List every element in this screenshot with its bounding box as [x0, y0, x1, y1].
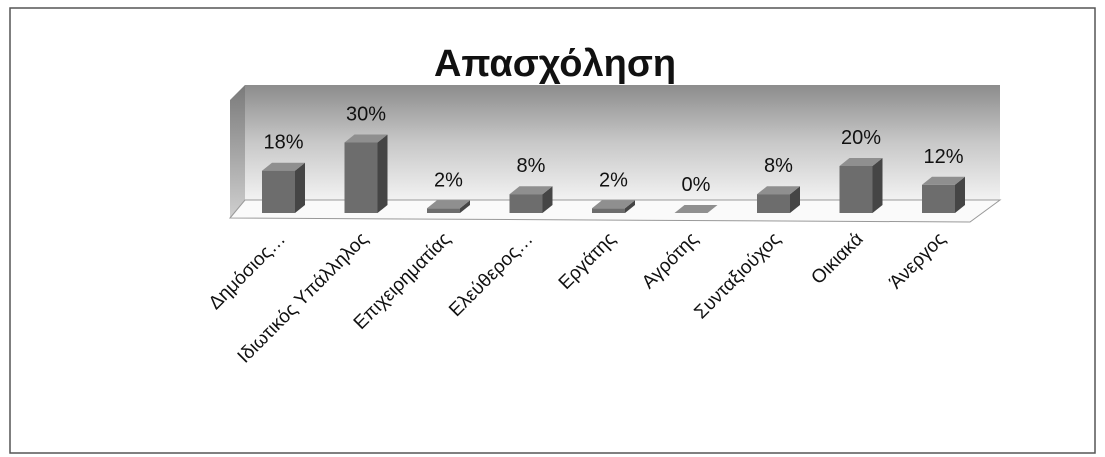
frame: [9, 7, 1096, 454]
data-label: 2%: [599, 169, 628, 191]
bar-top: [839, 158, 883, 166]
bar-side: [625, 200, 635, 213]
bar: [922, 184, 955, 213]
bar-top: [344, 134, 388, 143]
bar-side: [377, 134, 388, 213]
data-label: 20%: [841, 127, 881, 149]
bar-top: [592, 200, 635, 209]
side-wall: [230, 85, 245, 218]
data-label: 0%: [682, 174, 711, 196]
data-label: 2%: [434, 169, 463, 191]
back-wall: [245, 85, 1000, 200]
bar-top: [262, 162, 305, 171]
bar: [839, 166, 873, 213]
bar: [509, 194, 543, 213]
data-label: 8%: [517, 155, 546, 177]
bar: [427, 208, 460, 213]
data-label: 8%: [764, 155, 793, 177]
data-label: 30%: [346, 104, 386, 126]
bar-side: [790, 186, 800, 213]
bar: [592, 208, 625, 213]
data-label: 12%: [923, 146, 963, 168]
bar-side: [542, 186, 553, 213]
data-label: 18%: [263, 132, 303, 154]
bar-side: [955, 176, 965, 213]
bar: [344, 142, 378, 213]
bar-top: [509, 186, 553, 195]
bar-top: [427, 200, 470, 209]
bar: [757, 194, 790, 213]
bar-side: [295, 162, 305, 213]
bar-top: [674, 205, 718, 213]
bar-side: [872, 158, 883, 213]
bar: [262, 170, 295, 213]
bar-top: [757, 186, 800, 195]
bar-side: [460, 200, 470, 213]
chart-title: Απασχόληση: [434, 43, 676, 85]
bar-top: [922, 176, 965, 185]
